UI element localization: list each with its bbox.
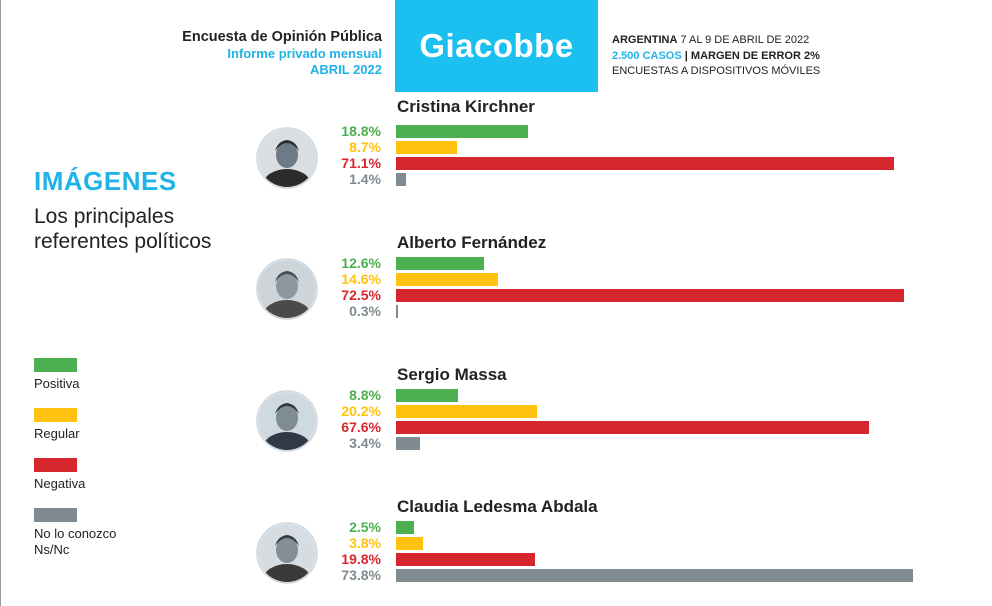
- bar-negativa: [396, 289, 904, 302]
- bar-value-label: 1.4%: [349, 171, 381, 187]
- bar-regular: [396, 273, 499, 286]
- legend-item: Regular: [34, 408, 214, 442]
- bar-value-label: 19.8%: [341, 551, 381, 567]
- survey-margin: MARGEN DE ERROR 2%: [690, 49, 820, 62]
- candidate-name: Sergio Massa: [397, 365, 507, 384]
- legend-swatch: [34, 458, 77, 472]
- legend-label: Negativa: [34, 476, 86, 491]
- report-subtitle: Informe privado mensual: [227, 46, 382, 61]
- bar-value-label: 2.5%: [349, 519, 381, 535]
- brand-logo: Giacobbe: [395, 0, 598, 92]
- bar-no: [396, 173, 406, 186]
- legend-swatch: [34, 508, 77, 522]
- bar-no: [396, 437, 420, 450]
- bar-value-label: 18.8%: [341, 123, 381, 139]
- legend-item: No lo conozco Ns/Nc: [34, 508, 214, 558]
- bar-positiva: [396, 125, 528, 138]
- brand-name: Giacobbe: [419, 27, 574, 64]
- legend-swatch: [34, 358, 77, 372]
- survey-date-line: ARGENTINA 7 AL 9 DE ABRIL DE 2022: [612, 33, 820, 49]
- bar-no: [396, 305, 399, 318]
- bar-regular: [396, 537, 423, 550]
- survey-method: ENCUESTAS A DISPOSITIVOS MÓVILES: [612, 65, 821, 77]
- bar-value-label: 20.2%: [341, 403, 381, 419]
- section-title: IMÁGENES: [34, 166, 177, 196]
- bar-positiva: [396, 389, 458, 402]
- bar-value-label: 73.8%: [341, 567, 381, 583]
- candidate-portrait: [256, 258, 318, 320]
- bar-regular: [396, 141, 457, 154]
- candidate-name: Cristina Kirchner: [397, 97, 535, 116]
- bar-regular: [396, 405, 538, 418]
- bar-value-label: 8.7%: [349, 139, 381, 155]
- survey-cases: 2.500 CASOS: [612, 49, 682, 62]
- report-header: Encuesta de Opinión Pública Informe priv…: [82, 28, 382, 78]
- bar-value-label: 14.6%: [341, 271, 381, 287]
- candidate-portrait: [256, 127, 318, 189]
- survey-separator: |: [684, 49, 688, 62]
- page-left-border: [0, 0, 1, 606]
- candidate-portrait: [256, 522, 318, 584]
- report-title: Encuesta de Opinión Pública: [182, 29, 382, 45]
- bar-negativa: [396, 421, 870, 434]
- candidate-portrait: [256, 390, 318, 452]
- survey-details: ARGENTINA 7 AL 9 DE ABRIL DE 2022 2.500 …: [612, 33, 820, 80]
- bar-value-label: 8.8%: [349, 387, 381, 403]
- legend-item: Positiva: [34, 358, 214, 392]
- survey-dates: 7 AL 9 DE ABRIL DE 2022: [680, 34, 810, 46]
- legend-label: Positiva: [34, 376, 80, 391]
- bar-value-label: 71.1%: [341, 155, 381, 171]
- bar-value-label: 72.5%: [341, 287, 381, 303]
- candidate-name: Claudia Ledesma Abdala: [397, 497, 598, 516]
- survey-country: ARGENTINA: [612, 34, 678, 46]
- section-subtitle: Los principales referentes políticos: [34, 205, 212, 253]
- bar-negativa: [396, 157, 894, 170]
- bar-positiva: [396, 521, 414, 534]
- bar-no: [396, 569, 913, 582]
- bar-value-label: 0.3%: [349, 303, 381, 319]
- bar-value-label: 3.8%: [349, 535, 381, 551]
- bar-value-label: 12.6%: [341, 255, 381, 271]
- legend-label: No lo conozco Ns/Nc: [34, 526, 117, 557]
- bar-value-label: 67.6%: [341, 419, 381, 435]
- candidate-name: Alberto Fernández: [397, 233, 547, 252]
- report-month: ABRIL 2022: [309, 62, 382, 77]
- legend-item: Negativa: [34, 458, 214, 492]
- survey-sample-line: 2.500 CASOS | MARGEN DE ERROR 2%: [612, 49, 820, 65]
- bar-value-label: 3.4%: [349, 435, 381, 451]
- legend-swatch: [34, 408, 77, 422]
- bar-positiva: [396, 257, 485, 270]
- legend-label: Regular: [34, 426, 80, 441]
- bar-negativa: [396, 553, 535, 566]
